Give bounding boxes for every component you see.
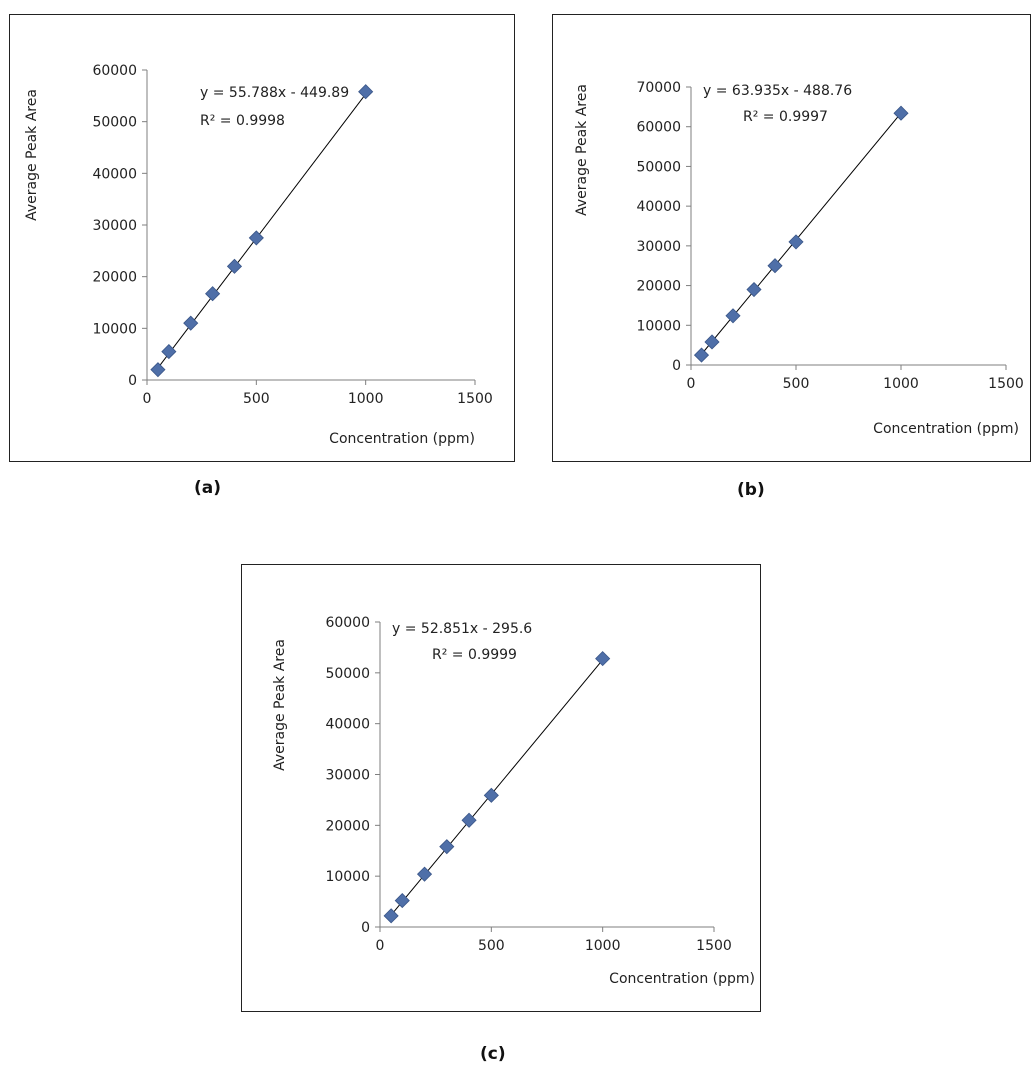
data-point	[439, 839, 455, 855]
data-point	[248, 230, 264, 246]
x-tick-label: 1000	[348, 391, 384, 407]
y-tick-label: 10000	[636, 318, 681, 334]
data-point	[183, 315, 199, 331]
y-tick-label: 30000	[325, 768, 370, 784]
data-point	[461, 812, 477, 828]
y-tick-label: 60000	[636, 120, 681, 136]
x-tick-label: 1500	[457, 391, 493, 407]
data-point	[595, 651, 611, 667]
data-point	[725, 308, 741, 324]
y-tick-label: 30000	[636, 239, 681, 255]
caption-c: (c)	[480, 1044, 506, 1064]
y-tick-label: 0	[672, 358, 681, 374]
r-squared-label: R² = 0.9997	[743, 109, 828, 125]
y-tick-label: 60000	[92, 63, 137, 79]
data-point	[693, 347, 710, 363]
x-tick-label: 0	[376, 938, 385, 954]
data-point	[358, 84, 374, 100]
chart-c-svg: 0 10000 20000 30000 40000 50000 60000 0 500 1000 1…	[272, 615, 755, 987]
chart-panel-a: 0 10000 20000 30000 40000 50000 60000 0 500 1000 1…	[9, 14, 515, 462]
x-tick-label: 1000	[883, 376, 919, 392]
r-squared-label: R² = 0.9999	[432, 647, 517, 663]
data-point	[161, 344, 177, 360]
x-axis-title: Concentration (ppm)	[329, 431, 475, 447]
data-point	[704, 334, 720, 350]
y-tick-label: 50000	[325, 666, 370, 682]
y-tick-label: 20000	[92, 270, 137, 286]
y-axis-title: Average Peak Area	[24, 89, 40, 221]
y-tick-label: 50000	[636, 159, 681, 175]
x-tick-label: 500	[243, 391, 270, 407]
x-tick-label: 1500	[988, 376, 1024, 392]
x-tick-label: 0	[687, 376, 696, 392]
r-squared-label: R² = 0.9998	[200, 113, 285, 129]
y-tick-label: 0	[361, 920, 370, 936]
x-tick-label: 500	[783, 376, 810, 392]
y-tick-label: 60000	[325, 615, 370, 631]
y-tick-label: 40000	[325, 717, 370, 733]
data-point	[483, 787, 499, 803]
caption-a: (a)	[194, 478, 222, 498]
y-tick-label: 20000	[636, 279, 681, 295]
y-axis-title: Average Peak Area	[574, 84, 590, 216]
data-point	[893, 105, 909, 121]
data-point	[416, 866, 433, 882]
y-tick-label: 40000	[92, 166, 137, 182]
y-tick-label: 0	[128, 373, 137, 389]
y-tick-label: 20000	[325, 818, 370, 834]
chart-a-svg: 0 10000 20000 30000 40000 50000 60000 0 500 1000 1…	[24, 63, 493, 447]
x-axis-title: Concentration (ppm)	[609, 971, 755, 987]
y-axis-title: Average Peak Area	[272, 639, 288, 771]
data-point	[788, 234, 804, 250]
y-tick-label: 40000	[636, 199, 681, 215]
chart-b-svg: 0 10000 20000 30000 40000 50000 60000 70000 0 500…	[574, 80, 1024, 437]
trendline-equation: y = 55.788x - 449.89	[200, 85, 349, 101]
chart-panel-b: 0 10000 20000 30000 40000 50000 60000 70000 0 500…	[552, 14, 1031, 462]
data-point	[226, 258, 243, 274]
data-point	[767, 258, 783, 274]
trendline-equation: y = 52.851x - 295.6	[392, 621, 532, 637]
x-tick-label: 1500	[696, 938, 732, 954]
y-tick-label: 10000	[92, 321, 137, 337]
data-point	[394, 893, 410, 909]
y-tick-label: 30000	[92, 218, 137, 234]
x-tick-label: 1000	[585, 938, 621, 954]
y-tick-label: 50000	[92, 115, 137, 131]
data-point	[383, 908, 399, 924]
caption-b: (b)	[737, 480, 765, 500]
y-tick-label: 70000	[636, 80, 681, 96]
chart-panel-c: 0 10000 20000 30000 40000 50000 60000 0 500 1000 1…	[241, 564, 761, 1012]
x-axis-title: Concentration (ppm)	[873, 421, 1019, 437]
data-point	[746, 281, 762, 298]
x-tick-label: 500	[478, 938, 505, 954]
data-point	[205, 286, 221, 302]
x-tick-label: 0	[143, 391, 152, 407]
y-tick-label: 10000	[325, 869, 370, 885]
trendline-equation: y = 63.935x - 488.76	[703, 83, 852, 99]
data-point	[150, 362, 166, 378]
